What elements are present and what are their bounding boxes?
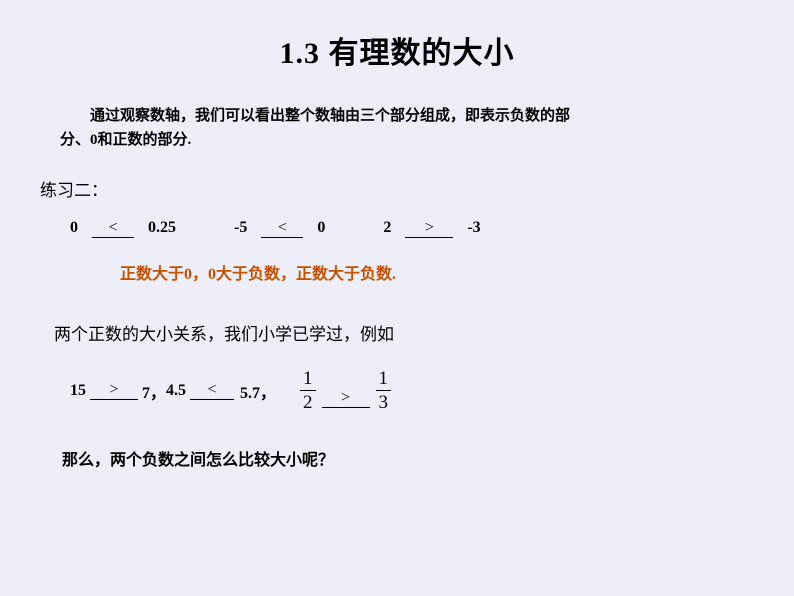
page-title: 1.3 有理数的大小	[0, 0, 794, 72]
operand-left: -5	[234, 219, 247, 236]
compare-group-4: 15 > 7，	[70, 379, 166, 403]
closing-question: 那么，两个负数之间怎么比较大小呢？	[62, 446, 794, 470]
fraction-right: 1 3	[376, 369, 392, 412]
answer-blank: <	[190, 381, 234, 400]
answer-blank: >	[322, 389, 370, 408]
intro-line-1: 通过观察数轴，我们可以看出整个数轴由三个部分组成，即表示负数的部	[90, 108, 570, 124]
compare-group-1: 0 < 0.25	[70, 219, 176, 238]
answer-blank: <	[261, 219, 303, 238]
fraction-numerator: 1	[376, 369, 392, 390]
compare-row-1: 0 < 0.25 -5 < 0 2 > -3	[70, 219, 794, 238]
operand-left: 4.5	[166, 382, 186, 400]
intro-line-2: 分、0和正数的部分.	[60, 128, 754, 152]
fraction-left: 1 2	[300, 369, 316, 412]
answer-blank: >	[90, 381, 138, 400]
mid-text: 两个正数的大小关系，我们小学已学过，例如	[54, 320, 794, 345]
answer-blank: >	[405, 219, 453, 238]
operand-left: 0	[70, 219, 78, 236]
fraction-denominator: 3	[376, 390, 392, 412]
operand-left: 2	[383, 219, 391, 236]
compare-group-2: -5 < 0	[234, 219, 325, 238]
fraction-numerator: 1	[300, 369, 316, 390]
fraction-denominator: 2	[300, 390, 316, 412]
operand-left: 15	[70, 382, 86, 400]
exercise-label: 练习二：	[40, 176, 794, 201]
compare-row-2: 15 > 7， 4.5 < 5.7， 1 2 > 1 3	[70, 369, 794, 412]
operand-right: 5.7，	[240, 379, 276, 403]
operand-right: 0	[317, 219, 325, 236]
compare-group-5: 4.5 < 5.7，	[166, 379, 276, 403]
rule-text: 正数大于0，0大于负数，正数大于负数.	[120, 260, 794, 284]
compare-group-3: 2 > -3	[383, 219, 480, 238]
answer-blank: <	[92, 219, 134, 238]
intro-paragraph: 通过观察数轴，我们可以看出整个数轴由三个部分组成，即表示负数的部 分、0和正数的…	[60, 104, 754, 152]
operand-right: 7，	[142, 379, 166, 403]
operand-right: 0.25	[148, 219, 176, 236]
operand-right: -3	[467, 219, 480, 236]
compare-group-6: 1 2 > 1 3	[294, 369, 397, 412]
